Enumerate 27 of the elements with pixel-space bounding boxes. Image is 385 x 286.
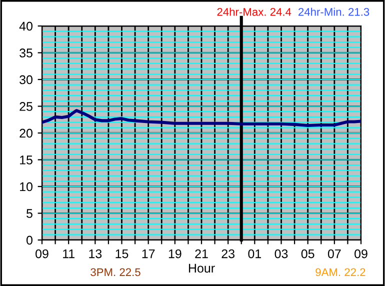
y-tick-label: 40 <box>19 22 32 31</box>
x-tick-label: 11 <box>63 249 74 258</box>
x-tick-label: 05 <box>301 249 314 258</box>
x-tick-label: 03 <box>274 249 288 258</box>
y-tick-label: 0 <box>26 236 32 245</box>
x-tick-label: 09 <box>36 249 48 258</box>
x-tick-label: 07 <box>328 249 341 258</box>
text: 24hr-Min. 21.3 <box>298 8 370 16</box>
x-tick-label: 19 <box>168 249 182 258</box>
x-tick-label: 09 <box>354 249 368 258</box>
x-tick-label: 15 <box>116 249 128 258</box>
x-tick-label: 13 <box>89 249 102 258</box>
text: 9AM. 22.2 <box>316 268 366 276</box>
y-tick-label: 10 <box>20 182 32 192</box>
x-axis-title: Hour <box>188 264 215 273</box>
y-tick-label: 15 <box>20 156 32 164</box>
x-tick-label: 21 <box>195 249 208 258</box>
y-tick-label: 5 <box>26 209 32 218</box>
text: 3PM. 22.5 <box>90 268 140 276</box>
text: 24hr-Max. 24.4 <box>217 8 292 16</box>
y-tick-label: 25 <box>20 102 32 111</box>
x-tick-label: 23 <box>222 249 234 258</box>
y-tick-label: 30 <box>20 75 32 84</box>
x-tick-label: 01 <box>248 249 262 258</box>
y-tick-label: 35 <box>20 48 32 58</box>
y-tick-label: 20 <box>20 128 32 138</box>
x-tick-label: 17 <box>142 249 155 258</box>
